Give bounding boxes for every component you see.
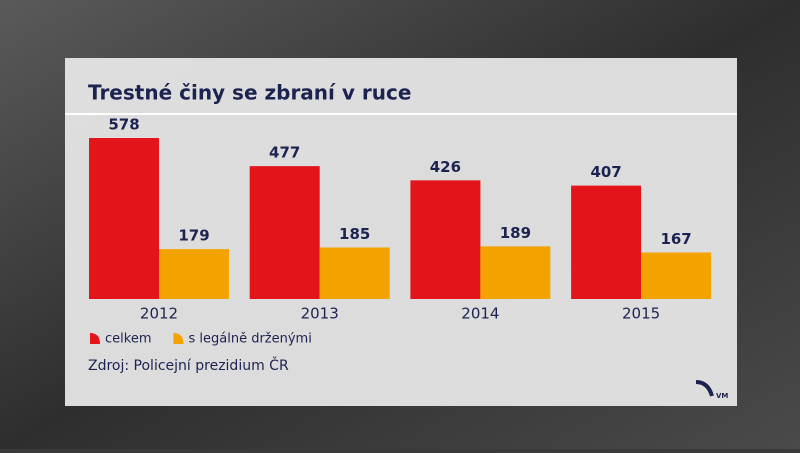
- value-label: 477: [269, 144, 300, 162]
- x-tick-label: 2013: [301, 305, 339, 323]
- chart-title: Trestné činy se zbraní v ruce: [88, 81, 411, 105]
- x-tick-label: 2015: [622, 305, 660, 323]
- value-label: 179: [178, 227, 209, 245]
- bar: [410, 180, 481, 299]
- bar: [641, 252, 712, 299]
- bar: [480, 246, 551, 299]
- value-label: 185: [339, 225, 370, 243]
- legend-marker: [173, 333, 184, 344]
- bar: [319, 247, 390, 299]
- legend-marker: [90, 333, 100, 344]
- x-tick-label: 2014: [461, 305, 499, 323]
- x-tick-label: 2012: [140, 305, 178, 323]
- bar: [159, 249, 229, 299]
- legend-label: s legálně drženými: [188, 332, 311, 347]
- value-label: 426: [430, 158, 461, 176]
- value-label: 167: [660, 230, 691, 248]
- svg-text:VM: VM: [716, 392, 728, 400]
- source: Zdroj: Policejní prezidium ČR: [88, 356, 289, 374]
- legend-label: celkem: [105, 332, 151, 347]
- bar: [249, 166, 320, 299]
- value-label: 407: [590, 163, 621, 181]
- bar: [571, 185, 642, 299]
- bar: [89, 138, 159, 299]
- value-label: 189: [500, 224, 531, 242]
- value-label: 578: [108, 116, 139, 134]
- logo: VM: [695, 380, 728, 400]
